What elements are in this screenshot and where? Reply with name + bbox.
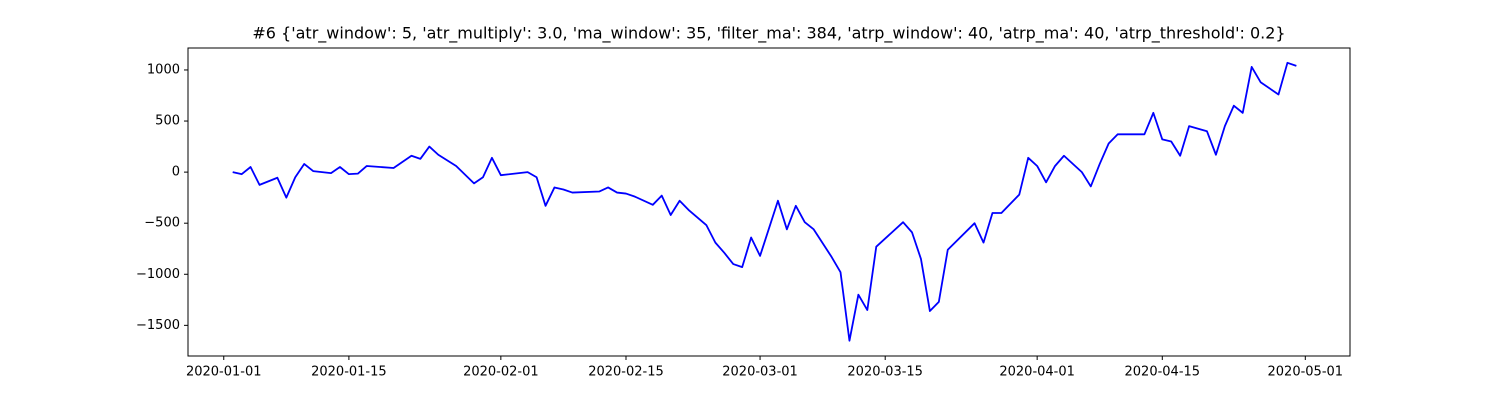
- y-tick-label: −1000: [136, 267, 180, 282]
- y-tick-label: 0: [172, 165, 180, 180]
- x-tick-label: 2020-04-01: [999, 365, 1075, 380]
- x-tick-label: 2020-02-15: [588, 365, 664, 380]
- y-tick-label: 1000: [147, 62, 180, 77]
- y-tick-label: −500: [144, 216, 180, 231]
- chart-title: #6 {'atr_window': 5, 'atr_multiply': 3.0…: [252, 24, 1285, 44]
- x-tick-label: 2020-04-15: [1125, 365, 1201, 380]
- y-tick-label: −1500: [136, 318, 180, 333]
- x-tick-label: 2020-01-15: [311, 365, 387, 380]
- x-tick-label: 2020-05-01: [1268, 365, 1344, 380]
- x-tick-label: 2020-02-01: [463, 365, 539, 380]
- axes-frame: [187, 47, 1351, 357]
- data-line: [232, 61, 1297, 342]
- y-tick-label: 500: [155, 114, 180, 129]
- x-tick-label: 2020-03-15: [847, 365, 923, 380]
- x-tick-label: 2020-01-01: [186, 365, 262, 380]
- x-tick-label: 2020-03-01: [722, 365, 798, 380]
